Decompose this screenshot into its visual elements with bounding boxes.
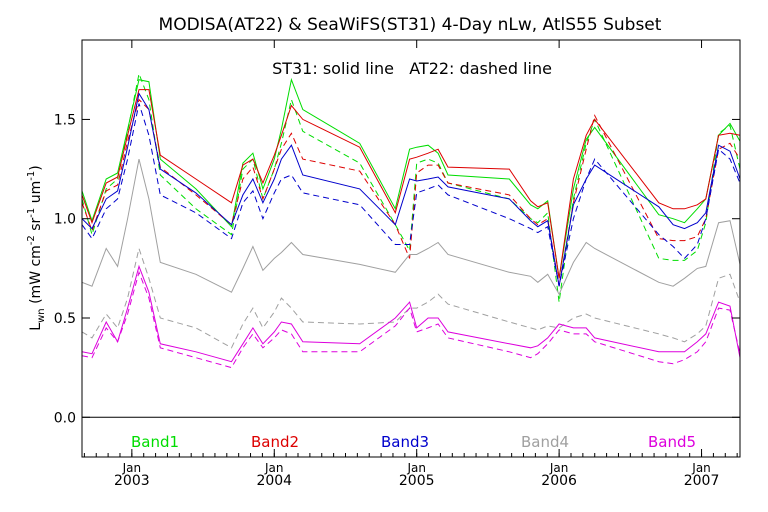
x-tick-year-label: 2006 [541,473,577,489]
series-line-band3-st31 [82,92,740,287]
plot-frame [81,39,741,458]
x-tick-month-label: Jan [264,461,284,475]
y-tick-label: 1.5 [54,112,76,128]
y-tick-label: 0.5 [54,311,76,327]
x-tick-year-label: 2004 [256,473,292,489]
legend-entry-band4: Band4 [521,433,569,451]
y-tick-label: 0.0 [54,410,76,426]
x-tick-year-label: 2003 [114,473,150,489]
series-line-band5-st31 [82,264,740,363]
x-tick-month-label: Jan [549,461,569,475]
y-axis: 0.0 0.5 1.0 1.5 [54,112,740,426]
x-tick-month-label: Jan [122,461,142,475]
y-tick-label: 1.0 [54,212,76,228]
chart-title: MODISA(AT22) & SeaWiFS(ST31) 4-Day nLw, … [159,15,662,35]
series-line-band4-at22 [82,246,740,349]
legend-entry-band5: Band5 [648,433,696,451]
series-line-band2-st31 [82,89,740,279]
x-tick-year-label: 2007 [684,473,720,489]
x-tick-month-label: Jan [691,461,711,475]
series-line-band3-at22 [82,103,740,287]
x-tick-year-label: 2005 [399,473,435,489]
legend-entry-band1: Band1 [131,433,179,451]
line-style-annotation: ST31: solid line AT22: dashed line [272,59,552,78]
x-tick-month-label: Jan [406,461,426,475]
y-axis-label: Lwn (mW cm-2 sr-1 um-1) [26,165,47,330]
series-line-band4-st31 [82,158,740,296]
legend-entry-band2: Band2 [251,433,299,451]
legend-entry-band3: Band3 [381,433,429,451]
plot-area [82,72,740,418]
legend: Band1 Band2 Band3 Band4 Band5 [131,433,696,451]
